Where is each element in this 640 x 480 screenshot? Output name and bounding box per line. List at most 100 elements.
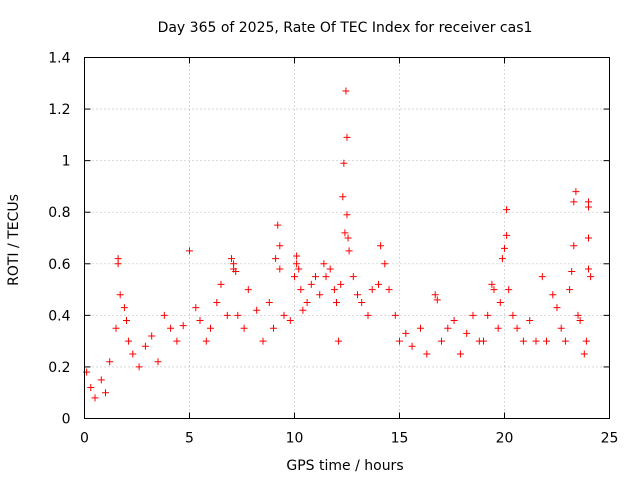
data-point — [335, 337, 343, 345]
data-point — [501, 244, 508, 252]
data-point — [396, 337, 403, 345]
data-point — [469, 311, 477, 319]
data-point — [391, 311, 399, 319]
data-point — [293, 260, 301, 268]
data-point — [423, 350, 431, 358]
x-axis-label: GPS time / hours — [286, 458, 403, 474]
data-point — [381, 260, 389, 268]
data-point — [375, 280, 382, 288]
data-point — [343, 211, 351, 219]
data-point — [291, 273, 298, 281]
y-tick-label: 1 — [62, 154, 71, 170]
data-point — [340, 159, 348, 167]
data-point — [307, 280, 315, 288]
data-point — [213, 298, 221, 306]
data-point — [316, 291, 324, 299]
data-point — [438, 337, 445, 345]
data-point — [114, 260, 122, 268]
data-point — [574, 311, 582, 319]
data-point — [503, 206, 511, 214]
data-point — [234, 311, 242, 319]
data-point — [364, 311, 372, 319]
data-point — [160, 311, 168, 319]
data-point — [253, 306, 261, 314]
plot-frame — [84, 57, 610, 419]
data-point — [228, 255, 235, 263]
data-point — [543, 337, 550, 345]
data-point — [576, 317, 584, 325]
data-point — [344, 234, 352, 242]
data-point — [358, 298, 366, 306]
data-point — [270, 324, 277, 332]
data-point — [322, 273, 330, 281]
data-point — [196, 317, 204, 325]
data-point — [503, 231, 511, 239]
data-point — [120, 304, 128, 312]
y-tick-label: 0.6 — [48, 257, 70, 273]
data-point — [272, 255, 280, 263]
grid — [84, 57, 610, 419]
data-point — [570, 242, 578, 250]
data-point — [490, 286, 498, 294]
data-point — [368, 286, 376, 294]
data-point — [276, 265, 284, 273]
data-point — [342, 87, 350, 95]
x-tick-label: 25 — [601, 431, 619, 447]
data-point — [223, 311, 231, 319]
x-tick-label: 5 — [185, 431, 194, 447]
x-tick-label: 15 — [391, 431, 409, 447]
data-point — [585, 203, 592, 211]
data-point — [339, 193, 347, 201]
data-point — [202, 337, 210, 345]
data-point — [167, 324, 175, 332]
data-point — [509, 311, 517, 319]
data-point — [480, 337, 487, 345]
y-tick-label: 0.4 — [48, 308, 70, 324]
data-point — [337, 280, 345, 288]
data-point — [456, 350, 464, 358]
data-point — [377, 242, 385, 250]
data-point — [179, 322, 187, 330]
data-point — [538, 273, 546, 281]
data-point — [217, 280, 225, 288]
data-point — [244, 286, 252, 294]
data-point — [295, 265, 303, 273]
data-point — [280, 311, 288, 319]
data-points — [83, 87, 595, 402]
data-point — [557, 324, 565, 332]
x-tick-label: 20 — [496, 431, 514, 447]
data-point — [553, 304, 561, 312]
data-point — [513, 324, 521, 332]
data-point — [488, 280, 496, 288]
data-point — [299, 306, 307, 314]
data-point — [582, 337, 590, 345]
y-tick-label: 0.8 — [48, 205, 70, 221]
data-point — [102, 389, 109, 397]
data-point — [450, 317, 458, 325]
data-point — [97, 376, 105, 384]
data-point — [385, 286, 393, 294]
data-point — [286, 317, 294, 325]
data-point — [333, 298, 340, 306]
data-point — [259, 337, 267, 345]
data-point — [532, 337, 540, 345]
data-point — [585, 234, 592, 242]
data-point — [91, 394, 99, 402]
data-point — [135, 363, 143, 371]
data-point — [402, 329, 410, 337]
y-tick-label: 1.2 — [48, 102, 70, 118]
data-point — [572, 188, 580, 196]
data-point — [484, 311, 492, 319]
x-tick-label: 10 — [286, 431, 304, 447]
axis-ticks: 0 5 10 15 20 25 0 0.2 0.4 0.6 0.8 1 1.2 1.4 — [48, 51, 618, 447]
chart-title: Day 365 of 2025, Rate Of TEC Index for r… — [158, 20, 533, 36]
data-point — [444, 324, 452, 332]
data-point — [173, 337, 181, 345]
data-point — [330, 286, 338, 294]
data-point — [585, 265, 592, 273]
data-point — [505, 286, 513, 294]
data-point — [125, 337, 133, 345]
data-point — [303, 298, 311, 306]
data-point — [498, 255, 506, 263]
data-point — [549, 291, 557, 299]
